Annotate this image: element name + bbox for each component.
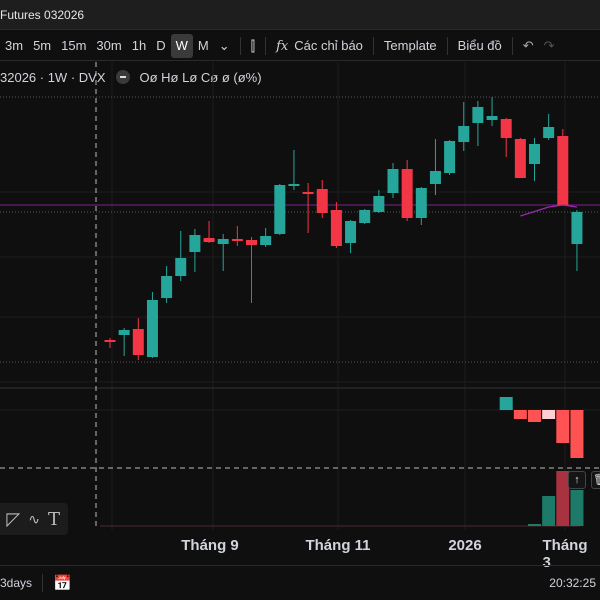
interval-M[interactable]: M [197,37,209,53]
candle-body [514,139,526,178]
candle-body [217,239,229,244]
time-label: 2026 [448,537,482,554]
candle-body [302,192,314,194]
divider [372,36,374,55]
candle-body [132,329,144,355]
range-button[interactable]: 3days [0,576,33,590]
interval-dropdown-chevron-icon[interactable]: ⌄ [218,37,230,53]
histogram-bar [542,410,556,419]
ohlc-values: Oø Hø Lø Cø ø (ø%) [139,69,262,85]
interval-5m[interactable]: 5m [33,37,52,53]
window-title: Futures 032026 [0,0,600,30]
histogram-bar [513,410,527,419]
candle-body [161,276,173,298]
candle-body [330,210,342,246]
move-up-icon[interactable]: ↑ [568,471,586,489]
candle-body [557,136,569,205]
candle-body [429,171,441,184]
candle-body [458,126,470,142]
histogram-bar [499,397,513,410]
toolbar: 3m 5m 15m 30m 1h D W M ⌄ ⫿ fx Các chỉ báo Templa… [0,31,600,61]
interval-30m[interactable]: 30m [96,37,122,53]
histogram-bar [570,410,584,458]
volume-bar [556,471,570,526]
candlestick-type-icon[interactable]: ⫿ [250,37,256,54]
price-chart[interactable] [0,62,600,530]
divider [239,36,241,55]
candle-body [189,235,201,252]
volume-bar [528,524,541,526]
candle-body [246,240,257,245]
interval-D[interactable]: D [156,37,166,53]
undo-icon[interactable]: ↶ [522,37,534,53]
delete-icon[interactable]: 🗑 [591,471,600,489]
candle-body [274,185,286,234]
histogram-bar [556,410,570,443]
hide-legend-icon[interactable] [115,70,130,84]
go-to-date-icon[interactable]: 📅 [53,575,72,592]
redo-icon[interactable]: ↷ [543,37,555,53]
histogram-bar [528,410,541,422]
interval-3m[interactable]: 3m [5,37,24,53]
time-label: Tháng 11 [305,537,371,554]
clock: 20:32:25 [549,576,596,590]
bottom-bar: 3days 📅 20:32:25 [0,565,600,600]
interval-group: 3m 5m 15m 30m 1h D W M [0,33,214,58]
candle-body [345,221,357,243]
candle-body [288,184,300,186]
candle-body [316,189,328,213]
candle-body [486,116,498,120]
candle-body [104,340,116,342]
text-tool-icon[interactable]: T [47,508,60,530]
indicators-button[interactable]: fx Các chỉ báo [271,34,368,58]
pattern-tool-icon[interactable]: ∿ [28,510,40,527]
symbol-label: 32026 · 1W · DVX [0,69,106,85]
chart-legend: 32026 · 1W · DVX Oø Hø Lø Cø ø (ø%) [0,66,262,88]
drawing-toolbar: ◸ ∿ T [0,503,68,535]
candle-body [146,300,158,357]
indicators-label: Các chỉ báo [294,37,363,53]
time-label: Tháng 9 [181,537,239,554]
candle-body [359,210,371,223]
candle-body [203,238,215,242]
candle-body [571,212,583,244]
candle-body [500,119,512,138]
candle-body [387,169,399,193]
candle-body [231,239,243,241]
candle-body [118,330,130,335]
function-icon: fx [276,38,289,54]
interval-1h[interactable]: 1h [131,37,147,53]
candle-body [175,258,187,276]
divider [511,36,513,55]
candle-body [260,236,272,245]
candle-body [529,144,540,164]
candle-body [543,127,555,138]
divider [265,36,267,55]
candle-body [373,196,385,212]
time-axis[interactable]: Tháng 9 Tháng 11 2026 Tháng 3 [0,530,600,571]
candle-body [401,169,413,218]
candle-body [444,141,456,173]
moving-average-line [520,204,578,217]
candle-body [472,107,484,123]
volume-bar [570,490,584,526]
interval-W[interactable]: W [170,33,193,58]
volume-bar [542,496,556,526]
divider [446,36,448,55]
shape-tool-icon[interactable]: ◸ [6,508,21,529]
candle-body [415,188,427,218]
chart-button[interactable]: Biểu đồ [457,37,502,53]
interval-15m[interactable]: 15m [61,37,87,53]
divider [42,574,44,592]
time-label: Tháng 3 [542,537,588,571]
template-button[interactable]: Template [383,37,437,53]
